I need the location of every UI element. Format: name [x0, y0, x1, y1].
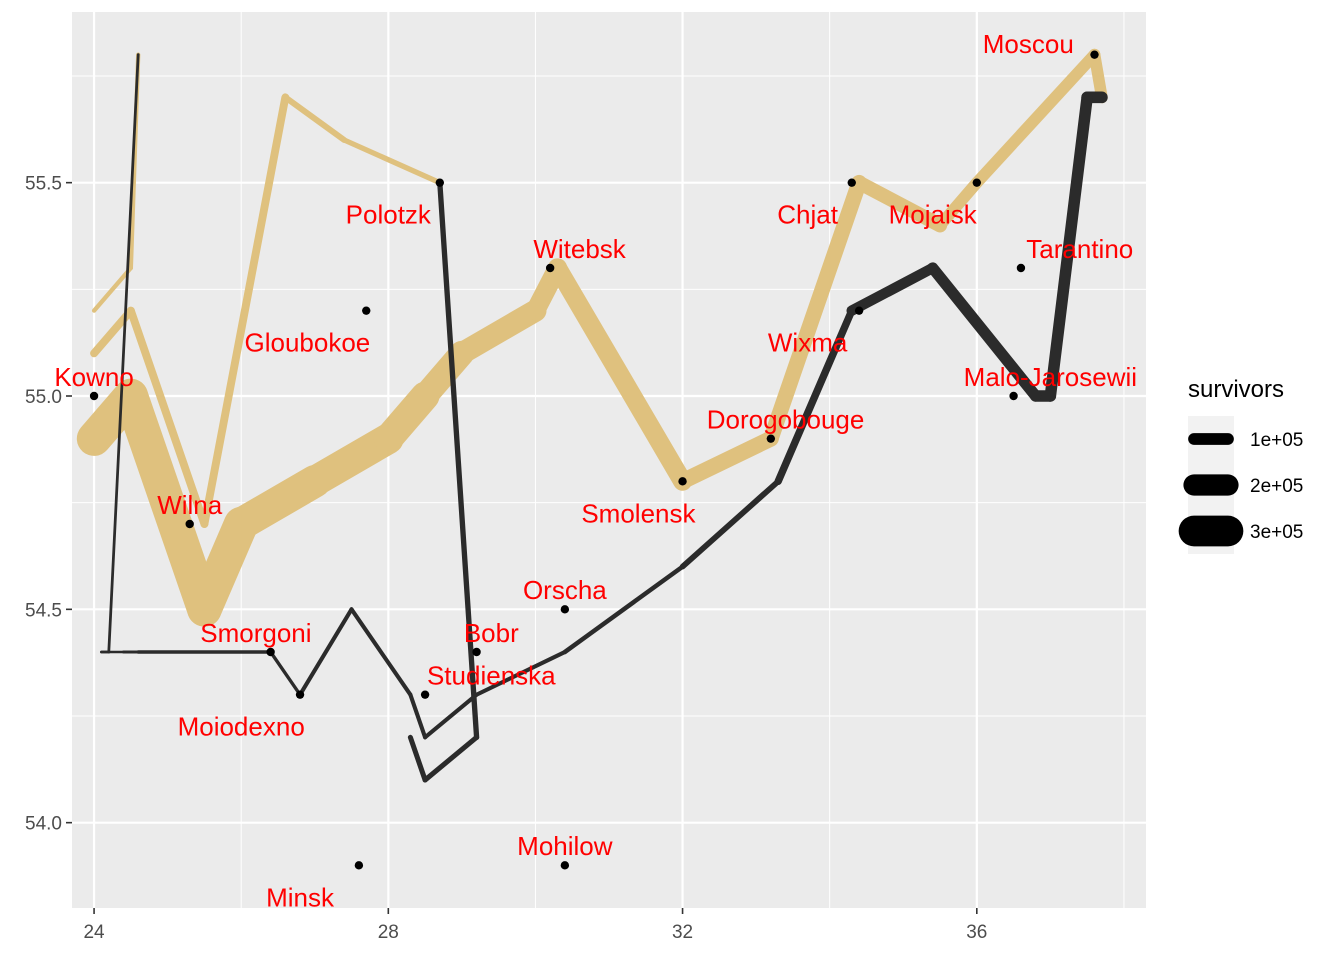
- advance-segment-group-1: [674, 430, 779, 490]
- city-point: [266, 647, 275, 657]
- legend-entry-label: 3e+05: [1250, 522, 1303, 543]
- advance-segment-group-1: [1088, 48, 1108, 104]
- city-point: [545, 263, 555, 273]
- retreat-segment-group-1: [679, 478, 782, 570]
- city-point: [185, 519, 194, 529]
- y-tick-label: 55.5: [25, 174, 62, 195]
- y-axis: 54.0 54.5 55.0 55.5: [25, 174, 72, 835]
- city-label: Studienska: [427, 660, 556, 690]
- retreat-segment-group-1: [349, 607, 413, 697]
- city-point: [560, 861, 570, 870]
- city-point: [472, 647, 481, 657]
- legend-title: survivors: [1188, 376, 1284, 403]
- city-label: Smorgoni: [200, 618, 311, 648]
- city-point: [89, 391, 99, 401]
- city-point: [354, 861, 364, 870]
- city-point: [1016, 263, 1026, 273]
- advance-segment-group-2: [282, 94, 348, 143]
- city-label: Gloubokoe: [245, 328, 371, 358]
- advance-segment-group-1: [450, 299, 547, 365]
- city-label: Minsk: [266, 882, 335, 912]
- city-label: Smolensk: [581, 498, 696, 528]
- city-label: Moiodexno: [178, 712, 305, 742]
- city-label: Bobr: [464, 618, 519, 648]
- troop-paths: [76, 48, 1108, 783]
- advance-segment-group-1: [763, 174, 867, 447]
- advance-segment-group-2: [200, 93, 290, 528]
- advance-segment-group-2: [341, 137, 443, 186]
- city-point: [854, 306, 864, 315]
- city-label: Malo-Jarosewii: [964, 362, 1137, 392]
- retreat-segment-group-1: [1044, 91, 1093, 402]
- city-point: [766, 434, 776, 443]
- retreat-segment-group-1: [268, 650, 302, 697]
- retreat-segment-group-1: [297, 607, 354, 697]
- retreat-segment-group-2: [407, 734, 428, 783]
- advance-segment-group-1: [113, 378, 222, 627]
- retreat-segment-group-1: [846, 262, 938, 316]
- city-point: [420, 690, 430, 699]
- legend-entry-label: 1e+05: [1250, 430, 1303, 451]
- city-label: Kowno: [54, 362, 134, 392]
- y-tick-label: 54.5: [25, 600, 62, 621]
- x-axis: 24 28 32 36: [83, 908, 987, 943]
- city-point: [435, 178, 445, 187]
- city-point: [972, 178, 982, 187]
- retreat-segment-group-1: [562, 564, 685, 655]
- retreat-segment-group-2: [422, 734, 480, 783]
- city-point: [1009, 391, 1018, 401]
- x-tick-label: 24: [83, 922, 105, 943]
- city-point: [1090, 50, 1099, 59]
- city-label: Wixma: [768, 328, 848, 358]
- legend: survivors 1e+05 2e+05 3e+05: [1178, 376, 1303, 554]
- advance-segment-group-3: [91, 265, 133, 313]
- major-grid: [72, 12, 1146, 908]
- city-label: Wilna: [157, 490, 223, 520]
- city-label: Dorogobouge: [707, 404, 865, 434]
- advance-segment-group-1: [970, 48, 1101, 189]
- y-tick-label: 55.0: [25, 387, 62, 408]
- retreat-segment-group-1: [474, 649, 567, 697]
- x-tick-label: 28: [378, 922, 399, 943]
- city-label: Mojaisk: [889, 200, 978, 230]
- advance-segment-group-1: [548, 258, 692, 491]
- city-point: [678, 477, 687, 486]
- city-label: Chjat: [777, 200, 838, 230]
- city-label: Moscou: [983, 29, 1074, 59]
- panel-background: [72, 12, 1146, 908]
- x-tick-label: 36: [966, 922, 987, 943]
- city-point: [847, 178, 856, 187]
- retreat-segment-group-1: [408, 692, 428, 740]
- advance-segment-group-2: [126, 306, 209, 528]
- city-point: [295, 690, 305, 699]
- retreat-segment-group-3: [107, 53, 140, 654]
- city-label: Witebsk: [533, 234, 626, 264]
- city-label: Tarantino: [1026, 234, 1133, 264]
- retreat-segment-group-1: [774, 306, 856, 486]
- city-point: [362, 306, 371, 315]
- city-label: Mohilow: [517, 831, 613, 861]
- retreat-segment-group-2: [437, 179, 480, 741]
- y-tick-label: 54.0: [25, 814, 62, 835]
- x-tick-label: 32: [672, 922, 693, 943]
- retreat-segment-group-1: [927, 262, 1042, 402]
- city-point: [560, 605, 570, 614]
- advance-segment-group-1: [934, 176, 983, 232]
- city-label: Polotzk: [346, 200, 432, 230]
- retreat-segment-group-1: [423, 692, 479, 740]
- city-label: Orscha: [523, 575, 607, 605]
- advance-segment-group-1: [851, 175, 948, 233]
- legend-entry-label: 2e+05: [1250, 476, 1303, 497]
- city-points: [89, 50, 1099, 870]
- city-labels: Kowno Wilna Smorgoni Moiodexno Gloubokoe Mins…: [54, 29, 1137, 912]
